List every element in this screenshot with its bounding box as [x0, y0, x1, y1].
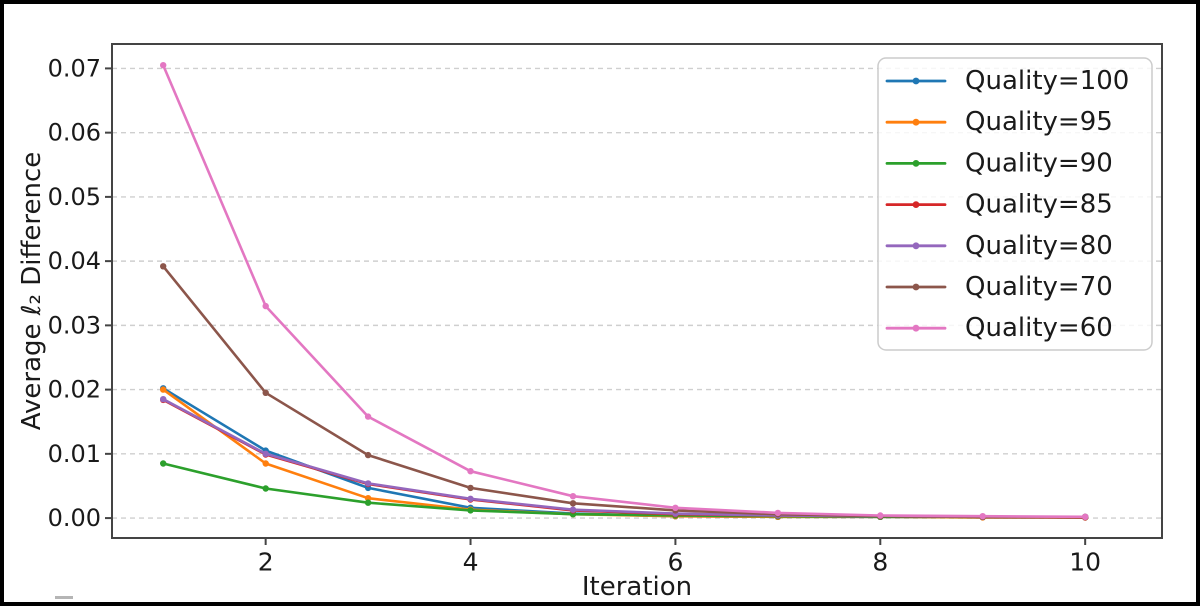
data-point [467, 507, 474, 514]
legend-marker [912, 324, 920, 332]
x-tick-label: 10 [1069, 547, 1101, 576]
series-line-Quality=60 [161, 63, 1087, 519]
y-tick-label: 0.03 [48, 311, 101, 339]
data-point [262, 460, 269, 467]
x-tick-label: 4 [463, 547, 479, 576]
data-point [262, 389, 269, 396]
legend-marker [912, 242, 920, 250]
x-tick-label: 6 [667, 547, 683, 576]
legend-label: Quality=70 [965, 272, 1113, 302]
legend-label: Quality=80 [965, 231, 1113, 261]
cropped-caption-artifact [55, 596, 73, 599]
data-point [160, 263, 167, 270]
data-point [262, 302, 269, 310]
legend-marker [912, 77, 920, 85]
data-point [672, 504, 679, 511]
legend-marker [912, 118, 920, 126]
y-tick-label: 0.06 [48, 119, 101, 147]
y-tick-label: 0.07 [48, 54, 101, 82]
series-line-Quality=100 [161, 386, 1087, 519]
y-axis-label: Average ℓ₂ Difference [17, 152, 47, 431]
data-point [364, 495, 372, 502]
data-point [774, 509, 782, 517]
legend-marker [912, 201, 920, 209]
data-point [467, 495, 474, 502]
data-point [364, 451, 372, 459]
y-tick-label: 0.04 [48, 247, 101, 275]
plot-area-border [111, 43, 1163, 539]
legend-label: Quality=95 [965, 107, 1113, 137]
data-point [364, 499, 372, 506]
data-point [262, 485, 269, 492]
data-point [569, 493, 577, 500]
data-point [364, 413, 372, 420]
legend: Quality=100 Quality=95 Quality=90 Quality=8… [877, 57, 1153, 351]
y-tick-label: 0.01 [48, 440, 101, 468]
series-line-Quality=80 [161, 397, 1087, 519]
legend-marker [912, 283, 920, 291]
data-point [1082, 513, 1089, 520]
data-point [262, 450, 269, 457]
y-tick-label: 0.02 [48, 376, 101, 404]
x-tick-label: 2 [258, 547, 274, 576]
data-point [877, 512, 884, 519]
axis-ticks: 2 4 6 8 10 0.00 0.01 0.02 0.03 0.04 0.05 0.06 0.07 [48, 54, 1102, 576]
data-point [569, 506, 577, 513]
data-point [160, 62, 167, 69]
series-line-Quality=90 [161, 462, 1087, 519]
data-point [467, 484, 474, 492]
line-chart: 2 4 6 8 10 0.00 0.01 0.02 0.03 0.04 0.05 0.06 0.07 I… [17, 43, 1163, 602]
data-point [467, 468, 474, 475]
legend-label: Quality=100 [965, 66, 1129, 96]
legend-label: Quality=90 [965, 148, 1113, 178]
legend-label: Quality=60 [965, 313, 1113, 343]
legend-box [877, 57, 1153, 351]
x-axis-label: Iteration [582, 572, 692, 602]
series-line-Quality=85 [161, 398, 1087, 519]
legend-label: Quality=85 [965, 190, 1113, 220]
y-tick-label: 0.05 [48, 183, 101, 211]
data-point [160, 396, 167, 403]
x-tick-label: 8 [872, 547, 888, 576]
data-point [364, 480, 372, 487]
data-point [569, 500, 577, 507]
y-tick-label: 0.00 [48, 504, 101, 532]
legend-marker [912, 160, 920, 167]
gridlines [112, 67, 1162, 519]
data-point [160, 460, 167, 467]
data-series [160, 62, 1089, 521]
data-point [160, 386, 167, 393]
data-point [979, 513, 986, 520]
